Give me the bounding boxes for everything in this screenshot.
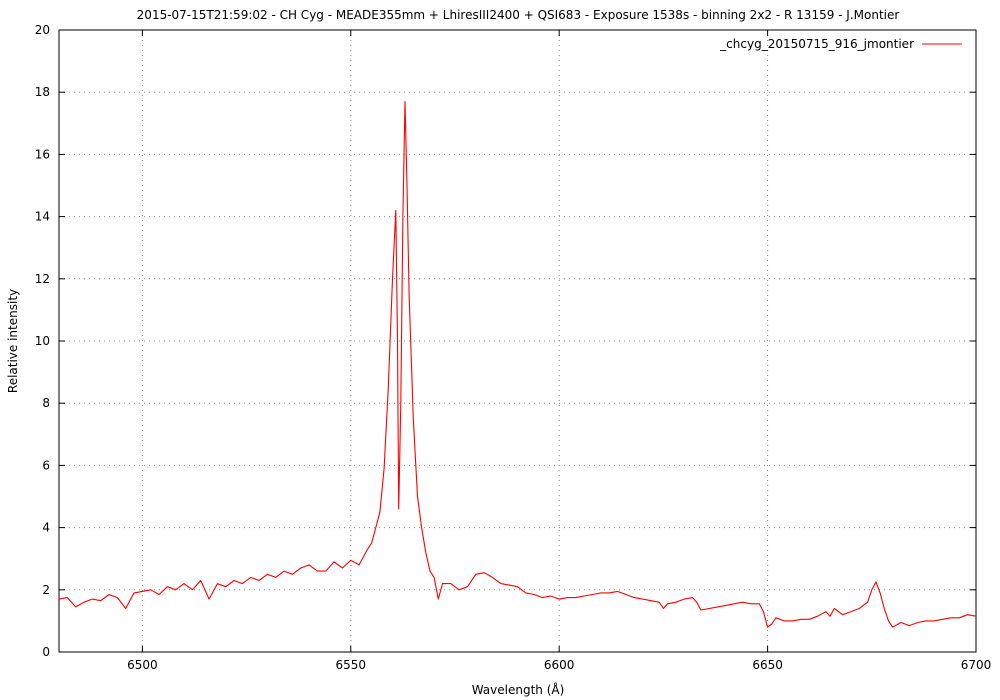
grid — [59, 30, 976, 652]
x-tick-label: 6500 — [127, 658, 158, 672]
y-tick-label: 14 — [35, 210, 50, 224]
legend-label: _chcyg_20150715_916_jmontier — [719, 37, 914, 51]
y-tick-label: 12 — [35, 272, 50, 286]
y-tick-label: 10 — [35, 334, 50, 348]
y-tick-label: 8 — [42, 396, 50, 410]
y-tick-label: 4 — [42, 521, 50, 535]
y-axis-label: Relative intensity — [6, 289, 20, 393]
x-tick-label: 6550 — [335, 658, 366, 672]
y-tick-label: 18 — [35, 85, 50, 99]
y-tick-label: 2 — [42, 583, 50, 597]
y-tick-label: 0 — [42, 645, 50, 659]
x-tick-label: 6650 — [752, 658, 783, 672]
series-layer — [58, 100, 977, 628]
plot-frame — [58, 29, 977, 653]
x-tick-label: 6600 — [544, 658, 575, 672]
y-tick-label: 6 — [42, 458, 50, 472]
legend: _chcyg_20150715_916_jmontier — [719, 37, 962, 51]
chart-title: 2015-07-15T21:59:02 - CH Cyg - MEADE355m… — [137, 8, 900, 22]
y-tick-label: 20 — [35, 23, 50, 37]
x-axis-label: Wavelength (Å) — [472, 682, 565, 697]
y-tick-label: 16 — [35, 147, 50, 161]
x-tick-label: 6700 — [961, 658, 992, 672]
series-line — [58, 100, 977, 628]
axis-ticks: 6500 6550 6600 6650 6700 0 2 4 6 8 10 12 14 16 18 20 — [35, 23, 992, 672]
